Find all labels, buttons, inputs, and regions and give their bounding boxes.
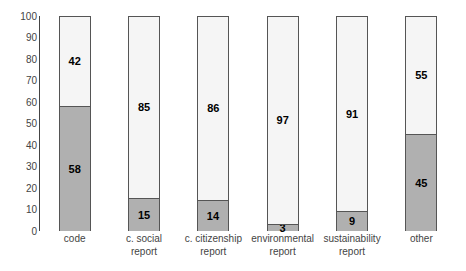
- svg-text:sustainabilityreport: sustainabilityreport: [323, 233, 380, 257]
- svg-text:environmentalreport: environmentalreport: [251, 233, 314, 257]
- svg-text:other: other: [410, 233, 433, 244]
- svg-text:80: 80: [26, 54, 38, 65]
- svg-text:10: 10: [26, 204, 38, 215]
- svg-text:15: 15: [138, 209, 150, 221]
- svg-text:60: 60: [26, 97, 38, 108]
- svg-text:42: 42: [69, 55, 81, 67]
- svg-text:9: 9: [349, 215, 355, 227]
- svg-text:14: 14: [207, 210, 220, 222]
- svg-text:c. socialreport: c. socialreport: [126, 233, 162, 257]
- svg-text:40: 40: [26, 140, 38, 151]
- svg-text:0: 0: [31, 226, 37, 237]
- svg-text:97: 97: [277, 114, 289, 126]
- svg-text:3: 3: [280, 222, 286, 234]
- svg-text:c. citizenshipreport: c. citizenshipreport: [185, 233, 243, 257]
- svg-text:70: 70: [26, 75, 38, 86]
- svg-text:86: 86: [207, 102, 219, 114]
- svg-text:90: 90: [26, 32, 38, 43]
- svg-text:50: 50: [26, 118, 38, 129]
- svg-text:100: 100: [20, 11, 37, 22]
- svg-text:code: code: [64, 233, 86, 244]
- svg-text:20: 20: [26, 183, 38, 194]
- svg-text:58: 58: [69, 163, 81, 175]
- svg-text:30: 30: [26, 161, 38, 172]
- svg-text:45: 45: [415, 177, 427, 189]
- svg-text:85: 85: [138, 101, 150, 113]
- svg-text:55: 55: [415, 69, 427, 81]
- svg-text:91: 91: [346, 108, 358, 120]
